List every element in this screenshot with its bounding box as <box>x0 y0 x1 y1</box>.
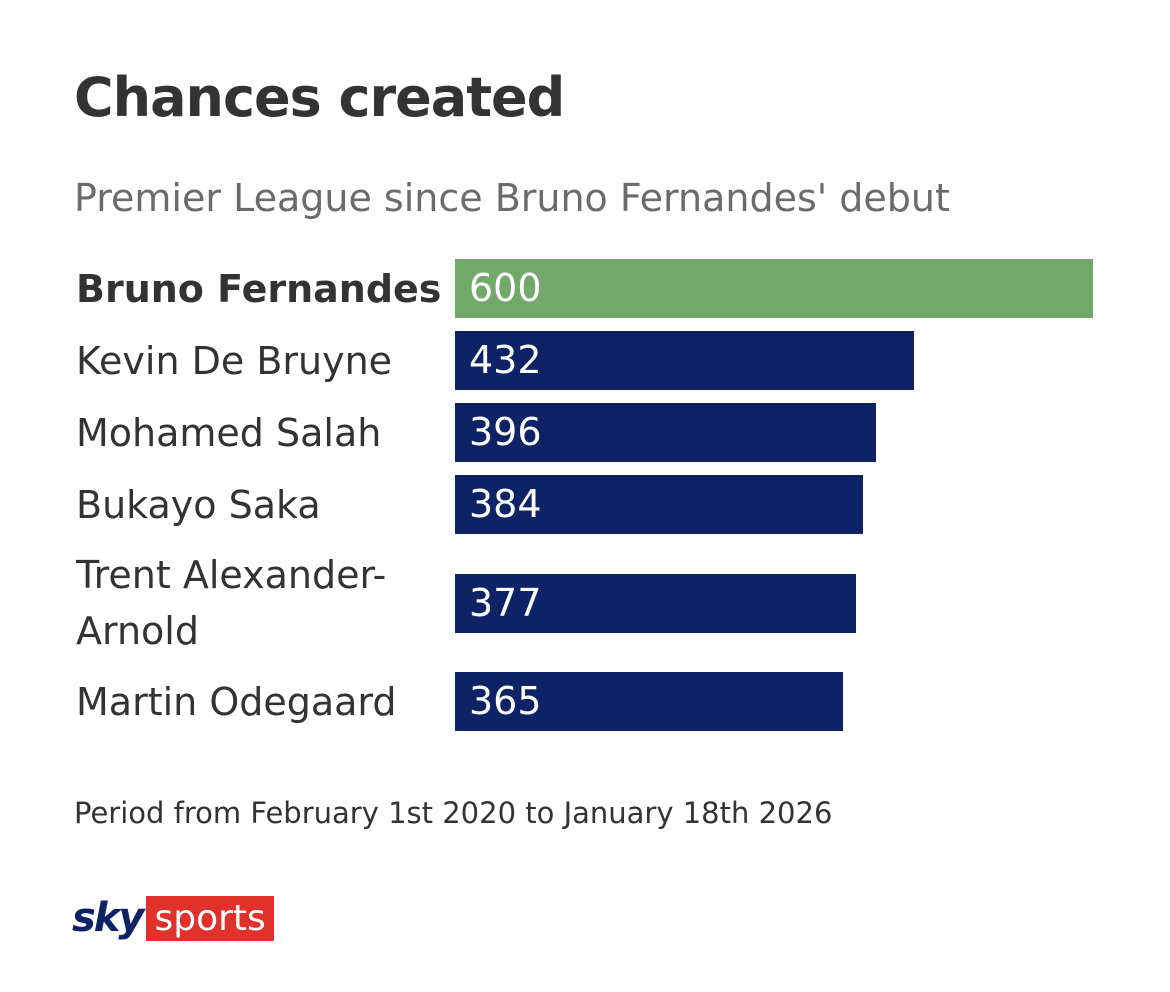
bar-row: Bruno Fernandes 600 <box>76 259 1096 318</box>
bar-row: Bukayo Saka 384 <box>76 475 1096 534</box>
bar-track: 384 <box>455 475 1093 534</box>
category-label: Mohamed Salah <box>76 410 382 455</box>
value-label: 396 <box>469 410 542 454</box>
value-label: 432 <box>469 338 542 382</box>
bar-row: Martin Odegaard 365 <box>76 672 1096 731</box>
category-label: Kevin De Bruyne <box>76 338 393 383</box>
bar-row: Kevin De Bruyne 432 <box>76 331 1096 390</box>
logo: sky sports <box>72 895 274 941</box>
bar-rows: Bruno Fernandes 600 Kevin De Bruyne 432 Moha… <box>76 259 1096 731</box>
bar <box>455 672 844 731</box>
bar-row: Mohamed Salah 396 <box>76 403 1096 462</box>
bar <box>455 259 1093 318</box>
chart-subtitle: Premier League since Bruno Fernandes' de… <box>74 176 950 220</box>
value-label: 365 <box>469 679 542 723</box>
category-label: Trent Alexander-Arnold <box>76 553 387 653</box>
bar <box>455 475 864 534</box>
bar <box>455 403 877 462</box>
bar-track: 600 <box>455 259 1093 318</box>
bar-track: 365 <box>455 672 1093 731</box>
logo-product: sports <box>146 895 274 941</box>
category-label: Bukayo Saka <box>76 482 321 527</box>
bar <box>455 331 915 390</box>
value-label: 384 <box>469 482 542 526</box>
category-label: Martin Odegaard <box>76 679 397 724</box>
bar-track: 432 <box>455 331 1093 390</box>
value-label: 600 <box>469 266 542 310</box>
bar-track: 377 <box>455 573 1093 633</box>
logo-brand: sky <box>72 895 144 941</box>
bar <box>455 573 856 633</box>
value-label: 377 <box>469 580 542 625</box>
bar-track: 396 <box>455 403 1093 462</box>
category-label: Bruno Fernandes <box>76 266 442 311</box>
chart-title: Chances created <box>74 66 565 129</box>
bar-row: Trent Alexander-Arnold 377 <box>76 547 1096 659</box>
footnote: Period from February 1st 2020 to January… <box>74 796 833 830</box>
